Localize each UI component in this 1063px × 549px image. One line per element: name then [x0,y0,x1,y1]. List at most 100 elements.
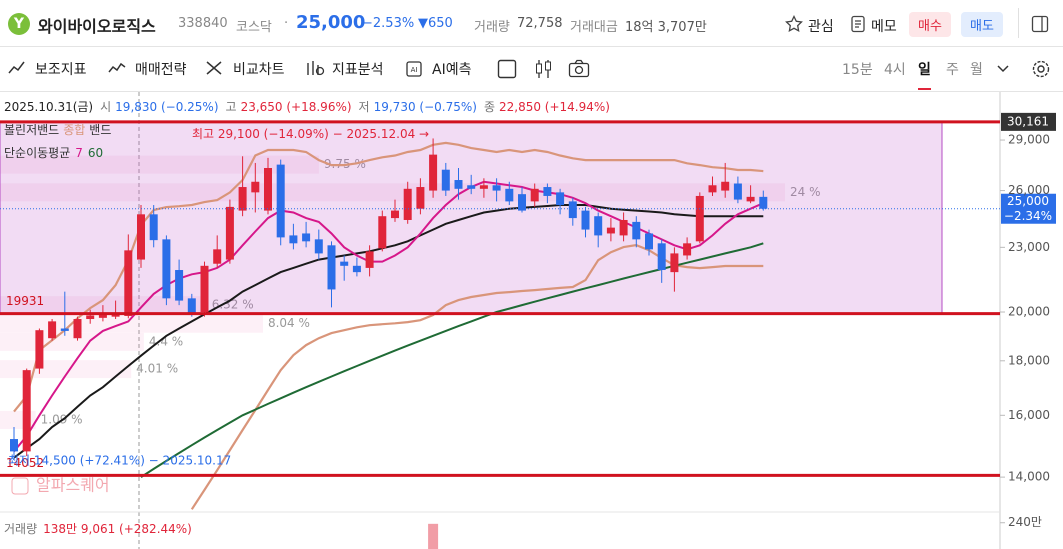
indicator-icon[interactable] [8,60,26,76]
info-date: 2025.10.31(금) [4,100,93,114]
bollinger-middle [13,204,764,459]
candle-body [454,180,463,189]
candle-body [149,214,158,241]
amount: 18억 3,707만 [625,20,707,35]
candle-body [187,298,196,315]
star-icon[interactable] [785,15,803,33]
candle-body [213,249,222,264]
candle-body [568,201,577,219]
strategy-icon[interactable] [108,60,126,76]
tool[interactable]: 보조지표 [35,62,87,78]
info-label: 고 [226,100,237,114]
candle-body [238,187,247,211]
candle-body [352,265,361,273]
y-tick-label: 20,000 [1008,305,1050,319]
camera-icon[interactable] [568,59,590,79]
candle-body [124,250,133,316]
candle-body [492,185,501,191]
chevron-icon[interactable] [996,62,1010,76]
stock-name[interactable]: 와이바이오로직스 [38,17,156,36]
settings-icon[interactable] [1031,59,1051,79]
info-value: 19,730 (−0.75%) [374,100,477,114]
ai-icon[interactable]: AI [404,59,424,79]
candle-body [48,321,57,339]
tool[interactable]: 비교차트 [233,62,285,78]
stock-code: 338840 [178,16,228,31]
candle-body [98,313,107,318]
profile-bar [0,183,785,202]
watch-button[interactable]: 관심 [808,19,834,35]
current-price: 25,000 [1007,194,1049,208]
tool[interactable]: 지표분석 [332,62,384,78]
candle-body [556,192,565,206]
sell-button[interactable]: 매도 [961,12,1003,37]
logo: Y [8,13,30,35]
toolbar: 보조지표 매매전략 비교차트 지표분석 AI AI예측 15분 4시 일 주 월 [0,47,1063,92]
candle-body [403,188,412,220]
volume-value: 138만 9,061 (+282.44%) [43,522,192,536]
info-value: 22,850 (+14.94%) [499,100,610,114]
annotation: 최저 14,500 (+72.41%) − 2025.10.17 [8,453,231,467]
tool[interactable]: 매매전략 [135,62,187,78]
candle-body [467,185,476,189]
candle-body [708,185,717,193]
watermark-icon [11,477,29,495]
analysis-icon[interactable] [305,59,325,77]
period[interactable]: 15분 [842,62,873,78]
candle-body [746,196,755,202]
memo-icon[interactable] [850,15,866,33]
profile-label: 4.4 % [149,334,183,348]
candle-body [429,154,438,191]
current-change: −2.34% [1004,209,1052,223]
candle-body [657,243,666,271]
period[interactable]: 일 [918,59,931,90]
square-icon[interactable] [497,59,517,79]
candle-body [479,185,488,189]
candle-body [251,181,260,193]
profile-bar [0,332,144,351]
volume-bar [428,523,439,549]
info-label: 시 [100,100,111,114]
candle-body [518,194,526,211]
candle-body [441,169,450,191]
candle-body [721,181,730,191]
y-tick-label: 14,000 [1008,470,1050,484]
candle-body [695,195,704,242]
candle-body [543,187,552,196]
candle-body [327,245,336,290]
info-label: 종 [484,100,495,114]
legend-text: 볼린저밴드 [4,123,59,137]
candle-body [340,261,349,266]
separator: · [284,16,289,31]
watermark: 알파스퀘어 [36,476,110,495]
y-tick-label: 26,000 [1008,183,1050,197]
legend-bollinger: 볼린저밴드 종합 밴드 [4,123,111,137]
candle-body [594,216,603,236]
candle-body [505,188,514,202]
candle-body [645,233,653,250]
candle-icon[interactable] [534,58,554,80]
panel-icon[interactable] [1031,15,1049,33]
candle-body [530,188,539,202]
candle-body [137,214,145,260]
level-label: 19931 [6,294,44,308]
y-tick-label: 29,000 [1008,133,1050,147]
period[interactable]: 주 [946,62,959,78]
tool[interactable]: AI예측 [432,62,472,78]
change: ▼650 [418,16,453,31]
candle-body [759,196,768,209]
level-label: 30,161 [1007,114,1049,128]
memo-button[interactable]: 메모 [871,19,897,35]
candle-body [86,315,95,320]
period[interactable]: 4시 [884,62,906,78]
candle-body [365,251,374,268]
period[interactable]: 월 [970,62,983,78]
buy-button[interactable]: 매수 [909,12,951,37]
compare-icon[interactable] [206,60,224,76]
volume-info: 거래량 138만 9,061 (+282.44%) [4,522,192,536]
legend-entry: 7 [75,146,83,160]
candle-body [60,328,69,331]
candle-body [378,216,387,249]
header: Y 와이바이오로직스 338840 코스닥 · 25,000 −2.53% ▼6… [0,0,1063,47]
legend-text: 단순이동평균 [4,146,70,160]
